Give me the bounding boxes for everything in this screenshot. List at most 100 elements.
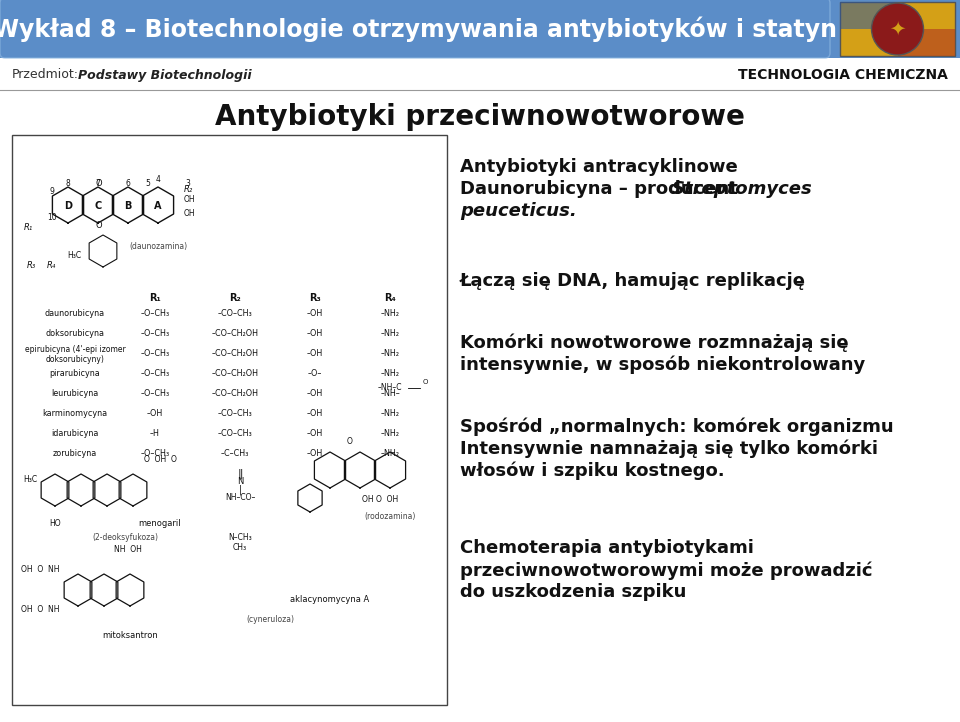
Text: O  OH  O: O OH O: [144, 456, 177, 464]
Text: Wykład 8 – Biotechnologie otrzymywania antybiotyków i statyn: Wykład 8 – Biotechnologie otrzymywania a…: [0, 17, 837, 42]
Circle shape: [872, 3, 924, 55]
Text: C: C: [94, 201, 102, 211]
Text: 8: 8: [65, 178, 70, 188]
Text: –NH₂: –NH₂: [380, 450, 399, 458]
Text: –CO–CH₂OH: –CO–CH₂OH: [211, 389, 258, 399]
Text: R₃: R₃: [27, 261, 36, 269]
Text: D: D: [64, 201, 72, 211]
Text: OH: OH: [184, 209, 196, 217]
Bar: [840, 2, 898, 29]
Text: O: O: [422, 379, 428, 385]
Text: mitoksantron: mitoksantron: [102, 630, 157, 640]
Text: N: N: [237, 477, 243, 487]
Text: H₃C: H₃C: [67, 251, 81, 261]
Text: –O–CH₃: –O–CH₃: [140, 450, 170, 458]
Text: R₁: R₁: [149, 293, 161, 303]
Text: 10: 10: [47, 214, 57, 222]
Text: Antybiotyki antracyklinowe: Antybiotyki antracyklinowe: [460, 158, 737, 176]
Text: R₁: R₁: [24, 224, 34, 232]
Text: –OH: –OH: [307, 389, 324, 399]
Text: OH  O  NH: OH O NH: [21, 606, 60, 614]
Text: OH  O  NH: OH O NH: [21, 565, 60, 575]
Text: aklacynomycyna A: aklacynomycyna A: [290, 596, 370, 604]
Text: przeciwnowotworowymi może prowadzić: przeciwnowotworowymi może prowadzić: [460, 561, 873, 580]
Bar: [12, 135, 447, 705]
Text: doksorubicyny): doksorubicyny): [45, 355, 105, 365]
Text: –CO–CH₃: –CO–CH₃: [218, 409, 252, 419]
Text: –NH₂: –NH₂: [380, 370, 399, 378]
Text: włosów i szpiku kostnego.: włosów i szpiku kostnego.: [460, 462, 725, 481]
Text: NH–CO–: NH–CO–: [225, 494, 255, 503]
FancyBboxPatch shape: [0, 0, 830, 58]
Text: (rodozamina): (rodozamina): [364, 511, 416, 521]
Text: –NH–C: –NH–C: [377, 383, 402, 393]
Text: A: A: [155, 201, 161, 211]
Text: O: O: [96, 220, 103, 230]
Text: 4: 4: [156, 175, 160, 183]
Text: –NH₂: –NH₂: [380, 430, 399, 438]
Text: OH: OH: [184, 196, 196, 204]
Text: (daunozamina): (daunozamina): [129, 243, 187, 251]
Text: ✦: ✦: [889, 19, 905, 38]
Text: –O–CH₃: –O–CH₃: [140, 310, 170, 318]
Text: Streptomyces: Streptomyces: [672, 180, 813, 198]
Text: doksorubicyna: doksorubicyna: [45, 329, 105, 339]
Text: H₃C: H₃C: [23, 476, 37, 484]
Text: menogaril: menogaril: [138, 520, 181, 529]
Text: Intensywnie namnażają się tylko komórki: Intensywnie namnażają się tylko komórki: [460, 440, 878, 458]
Text: leurubicyna: leurubicyna: [52, 389, 99, 399]
Text: O: O: [96, 178, 103, 188]
Text: –CO–CH₃: –CO–CH₃: [218, 310, 252, 318]
Text: –H: –H: [150, 430, 160, 438]
Text: R₄: R₄: [384, 293, 396, 303]
Text: peuceticus.: peuceticus.: [460, 202, 577, 220]
Text: –O–CH₃: –O–CH₃: [140, 329, 170, 339]
Text: idarubicyna: idarubicyna: [51, 430, 99, 438]
Text: 9: 9: [50, 188, 55, 196]
Text: –O–CH₃: –O–CH₃: [140, 370, 170, 378]
Text: –O–: –O–: [308, 370, 323, 378]
Text: –CO–CH₂OH: –CO–CH₂OH: [211, 370, 258, 378]
Text: –OH: –OH: [307, 310, 324, 318]
Text: R₄: R₄: [47, 261, 57, 269]
Text: –NH₂: –NH₂: [380, 329, 399, 339]
Text: 3: 3: [185, 178, 190, 188]
Bar: [840, 2, 955, 56]
Text: intensywnie, w sposób niekontrolowany: intensywnie, w sposób niekontrolowany: [460, 356, 865, 375]
Text: –CO–CH₂OH: –CO–CH₂OH: [211, 349, 258, 359]
Text: –NH–: –NH–: [380, 389, 400, 399]
Text: zorubicyna: zorubicyna: [53, 450, 97, 458]
Text: ‖: ‖: [237, 469, 243, 479]
Text: –NH₂: –NH₂: [380, 310, 399, 318]
Text: Daunorubicyna – producent: Daunorubicyna – producent: [460, 180, 744, 198]
Text: (cyneruloza): (cyneruloza): [246, 615, 294, 625]
Text: –OH: –OH: [307, 409, 324, 419]
Text: –C–CH₃: –C–CH₃: [221, 450, 250, 458]
Text: |: |: [238, 484, 242, 495]
Text: Łączą się DNA, hamując replikację: Łączą się DNA, hamując replikację: [460, 272, 806, 290]
Text: –O–CH₃: –O–CH₃: [140, 389, 170, 399]
Text: –O–CH₃: –O–CH₃: [140, 349, 170, 359]
Text: Chemoterapia antybiotykami: Chemoterapia antybiotykami: [460, 539, 754, 557]
Text: –OH: –OH: [307, 349, 324, 359]
Text: Przedmiot:: Przedmiot:: [12, 69, 79, 82]
Bar: [898, 29, 955, 56]
Text: daunorubicyna: daunorubicyna: [45, 310, 105, 318]
Text: karminomycyna: karminomycyna: [42, 409, 108, 419]
Text: R₂: R₂: [229, 293, 241, 303]
Text: Spośród „normalnych: komórek organizmu: Spośród „normalnych: komórek organizmu: [460, 418, 894, 437]
Text: 6: 6: [126, 178, 131, 188]
Text: R₂: R₂: [184, 185, 193, 193]
Text: CH₃: CH₃: [233, 544, 247, 552]
Text: Komórki nowotworowe rozmnażają się: Komórki nowotworowe rozmnażają się: [460, 334, 849, 352]
Text: Podstawy Biotechnologii: Podstawy Biotechnologii: [78, 69, 252, 82]
Text: NH  OH: NH OH: [114, 546, 142, 554]
Text: –CO–CH₃: –CO–CH₃: [218, 430, 252, 438]
Text: –OH: –OH: [307, 430, 324, 438]
Text: pirarubicyna: pirarubicyna: [50, 370, 101, 378]
Text: epirubicyna (4'-epi izomer: epirubicyna (4'-epi izomer: [25, 346, 126, 355]
Text: 7: 7: [96, 178, 101, 188]
Text: HO: HO: [49, 520, 60, 529]
Text: TECHNOLOGIA CHEMICZNA: TECHNOLOGIA CHEMICZNA: [738, 68, 948, 82]
Text: –OH: –OH: [307, 450, 324, 458]
